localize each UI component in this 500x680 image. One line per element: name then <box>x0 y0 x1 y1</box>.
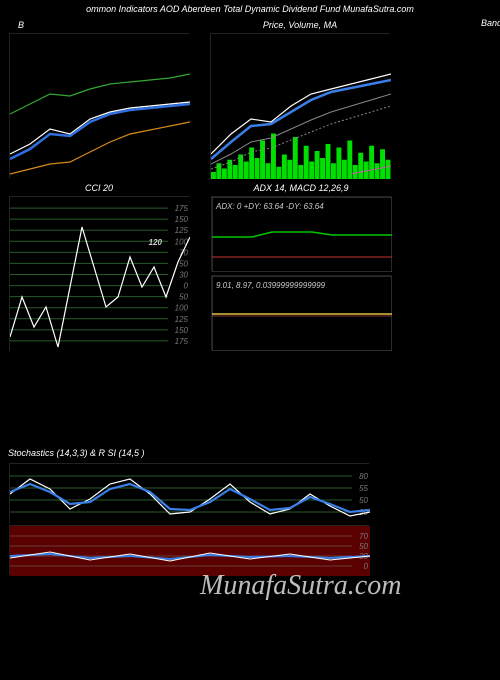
svg-text:150: 150 <box>175 215 189 224</box>
svg-text:50: 50 <box>359 542 368 551</box>
price-panel: Price, Volume, MA <box>210 33 390 178</box>
rsi-panel: 7050300 <box>9 525 369 575</box>
bollinger-panel: B <box>9 33 189 178</box>
adx-panel: ADX 14, MACD 12,26,9 ADX: 0 +DY: 63.64 -… <box>211 196 391 271</box>
svg-text:ADX: 0 +DY: 63.64 -DY: 63.: ADX: 0 +DY: 63.64 -DY: 63.64 <box>215 202 324 211</box>
svg-text:100: 100 <box>175 304 189 313</box>
svg-text:125: 125 <box>175 226 189 235</box>
svg-text:120: 120 <box>149 238 163 247</box>
cci-title: CCI 20 <box>85 183 113 193</box>
adx-title: ADX 14, MACD 12,26,9 <box>253 183 348 193</box>
stoch-panel: 80555020 <box>9 463 369 523</box>
svg-text:30: 30 <box>179 271 188 280</box>
svg-text:80: 80 <box>359 472 368 481</box>
svg-text:175: 175 <box>175 204 189 213</box>
svg-text:50: 50 <box>359 496 368 505</box>
svg-text:50: 50 <box>179 259 188 268</box>
bands-title: Bands 20,2 <box>481 18 500 165</box>
svg-text:0: 0 <box>364 562 369 571</box>
macd-panel: 9.01, 8.97, 0.03999999999999 <box>211 275 391 350</box>
price-title: Price, Volume, MA <box>263 20 337 30</box>
page-header: ommon Indicators AOD Aberdeen Total Dyna… <box>0 0 500 18</box>
svg-text:175: 175 <box>175 337 189 346</box>
bollinger-title-left: B <box>18 20 24 30</box>
svg-text:150: 150 <box>175 326 189 335</box>
svg-text:125: 125 <box>175 315 189 324</box>
svg-text:9.01, 8.97, 0.03999999999999: 9.01, 8.97, 0.03999999999999 <box>216 281 326 290</box>
svg-text:0: 0 <box>184 282 189 291</box>
svg-text:55: 55 <box>359 484 368 493</box>
cci-panel: CCI 20 175150125100705030050100125150175… <box>9 196 189 351</box>
stoch-title: Stochastics (14,3,3) & R SI (14,5 ) <box>8 448 488 458</box>
svg-text:70: 70 <box>359 532 368 541</box>
svg-text:50: 50 <box>179 293 188 302</box>
